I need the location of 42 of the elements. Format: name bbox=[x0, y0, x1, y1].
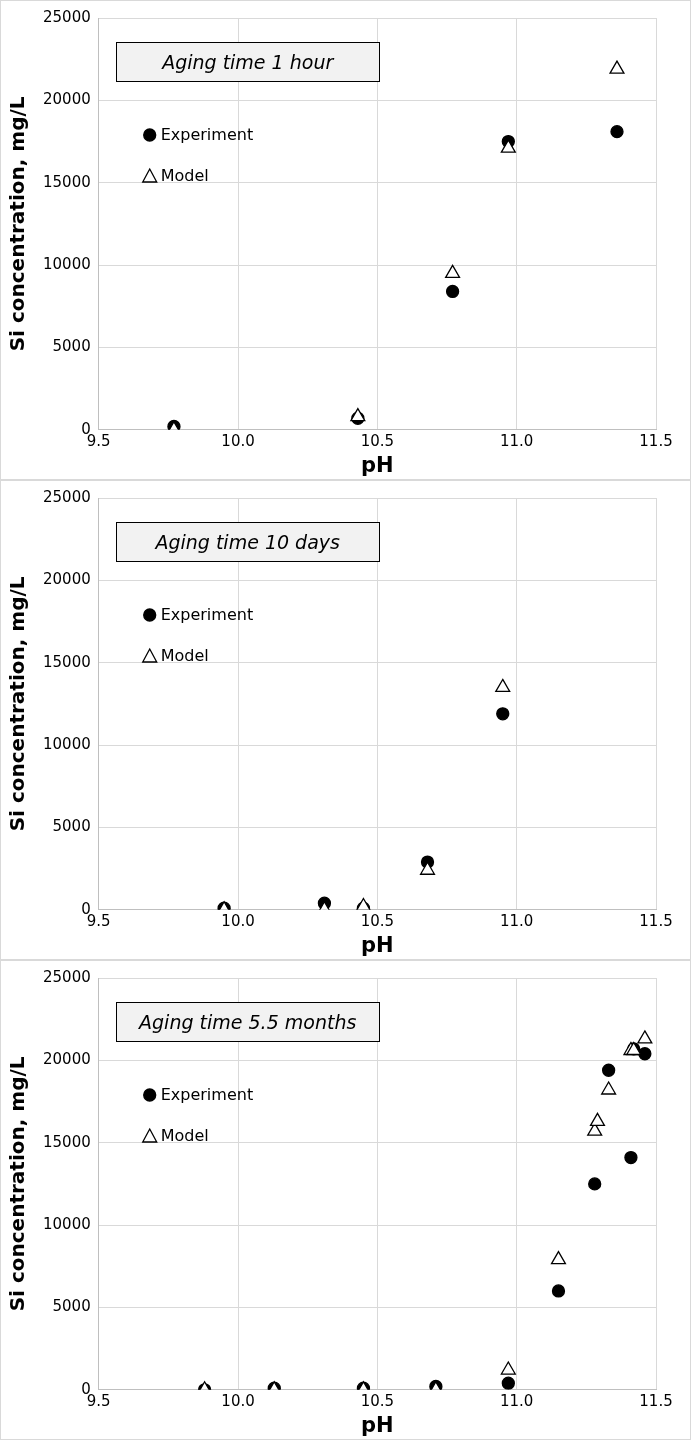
y-tick-label: 5000 bbox=[52, 337, 91, 356]
x-tick-label: 10.5 bbox=[360, 911, 395, 930]
x-tick-label: 10.0 bbox=[221, 431, 255, 450]
y-tick-label: 15000 bbox=[43, 172, 91, 191]
x-tick-label: 10.0 bbox=[221, 1391, 255, 1410]
y-tick-label: 5000 bbox=[52, 817, 91, 836]
y-axis-title: Si concentration, mg/L bbox=[5, 96, 30, 352]
y-tick-label: 25000 bbox=[43, 7, 91, 26]
x-tick-label: 11.5 bbox=[639, 911, 673, 930]
y-axis-title: Si concentration, mg/L bbox=[5, 576, 30, 832]
y-axis-title: Si concentration, mg/L bbox=[5, 1056, 30, 1312]
title-box: Aging time 1 hour bbox=[115, 42, 380, 82]
y-tick-label: 15000 bbox=[43, 1132, 91, 1151]
x-tick-label: 11.5 bbox=[639, 1391, 673, 1410]
y-tick-label: 10000 bbox=[43, 734, 91, 753]
x-tick-label: 11.0 bbox=[499, 431, 534, 450]
legend-label: Model bbox=[160, 166, 209, 186]
legend-label: Experiment bbox=[160, 125, 254, 145]
x-tick-label: 10.5 bbox=[360, 431, 395, 450]
y-tick-label: 10000 bbox=[43, 1214, 91, 1233]
x-tick-label: 11.0 bbox=[499, 911, 534, 930]
title-box: Aging time 10 days bbox=[115, 522, 380, 562]
y-tick-label: 20000 bbox=[43, 90, 91, 109]
y-tick-label: 20000 bbox=[43, 1050, 91, 1069]
legend-label: Model bbox=[160, 646, 209, 666]
y-tick-label: 20000 bbox=[43, 570, 91, 589]
legend-label: Model bbox=[160, 1126, 209, 1146]
x-tick-label: 10.5 bbox=[360, 1391, 395, 1410]
x-axis-title: pH bbox=[361, 932, 394, 957]
y-tick-label: 15000 bbox=[43, 652, 91, 671]
legend-label: Experiment bbox=[160, 1085, 254, 1105]
x-axis-title: pH bbox=[361, 452, 394, 477]
y-tick-label: 5000 bbox=[52, 1297, 91, 1316]
y-tick-label: 25000 bbox=[43, 487, 91, 506]
y-tick-label: 25000 bbox=[43, 967, 91, 986]
title-box: Aging time 5.5 months bbox=[115, 1002, 380, 1042]
x-tick-label: 11.0 bbox=[499, 1391, 534, 1410]
x-tick-label: 11.5 bbox=[639, 431, 673, 450]
legend-label: Experiment bbox=[160, 605, 254, 625]
x-tick-label: 10.0 bbox=[221, 911, 255, 930]
y-tick-label: 10000 bbox=[43, 254, 91, 273]
x-axis-title: pH bbox=[361, 1412, 394, 1437]
